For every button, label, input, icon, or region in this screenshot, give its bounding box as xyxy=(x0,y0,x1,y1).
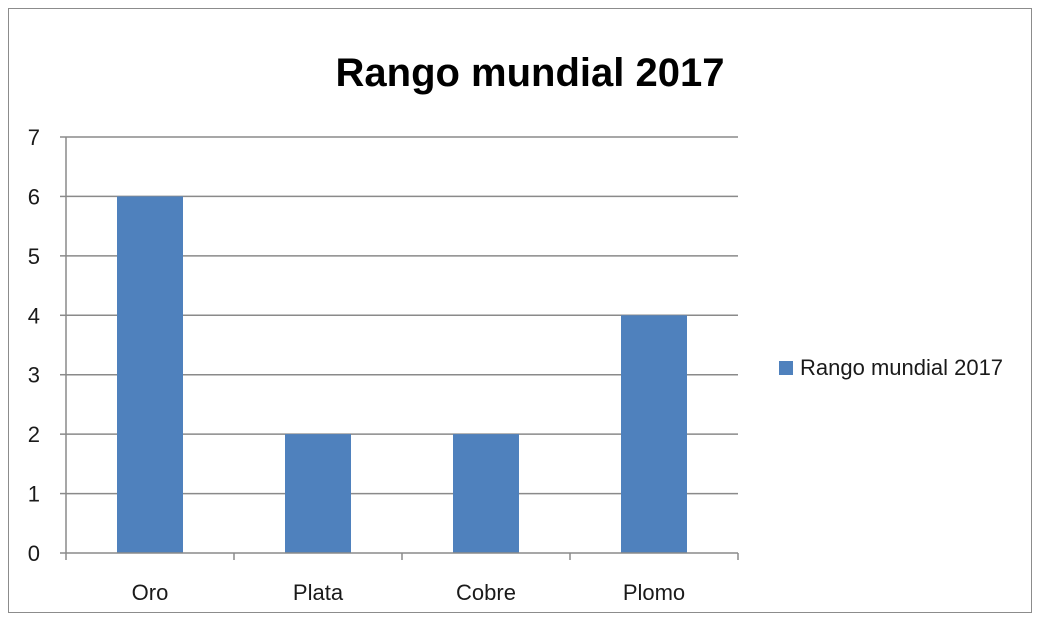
axes xyxy=(60,136,739,560)
bars xyxy=(117,196,687,553)
x-tick-label-oro: Oro xyxy=(132,580,169,605)
y-tick-label-7: 7 xyxy=(28,125,40,150)
legend-label: Rango mundial 2017 xyxy=(800,355,1003,380)
bar-oro xyxy=(117,196,183,553)
y-tick-label-0: 0 xyxy=(28,541,40,566)
y-tick-label-4: 4 xyxy=(28,303,40,328)
legend-swatch xyxy=(779,361,793,375)
y-tick-label-5: 5 xyxy=(28,244,40,269)
bar-cobre xyxy=(453,434,519,553)
y-axis-tick-labels: 0 1 2 3 4 5 6 7 xyxy=(28,125,40,566)
legend: Rango mundial 2017 xyxy=(779,355,1003,380)
x-tick-label-cobre: Cobre xyxy=(456,580,516,605)
x-axis-tick-labels: Oro Plata Cobre Plomo xyxy=(132,580,686,605)
y-tick-label-1: 1 xyxy=(28,482,40,507)
y-tick-label-2: 2 xyxy=(28,422,40,447)
y-tick-label-3: 3 xyxy=(28,363,40,388)
bar-plomo xyxy=(621,315,687,553)
chart-title: Rango mundial 2017 xyxy=(336,51,725,95)
bar-plata xyxy=(285,434,351,553)
x-tick-label-plata: Plata xyxy=(293,580,344,605)
y-tick-label-6: 6 xyxy=(28,184,40,209)
x-tick-label-plomo: Plomo xyxy=(623,580,685,605)
